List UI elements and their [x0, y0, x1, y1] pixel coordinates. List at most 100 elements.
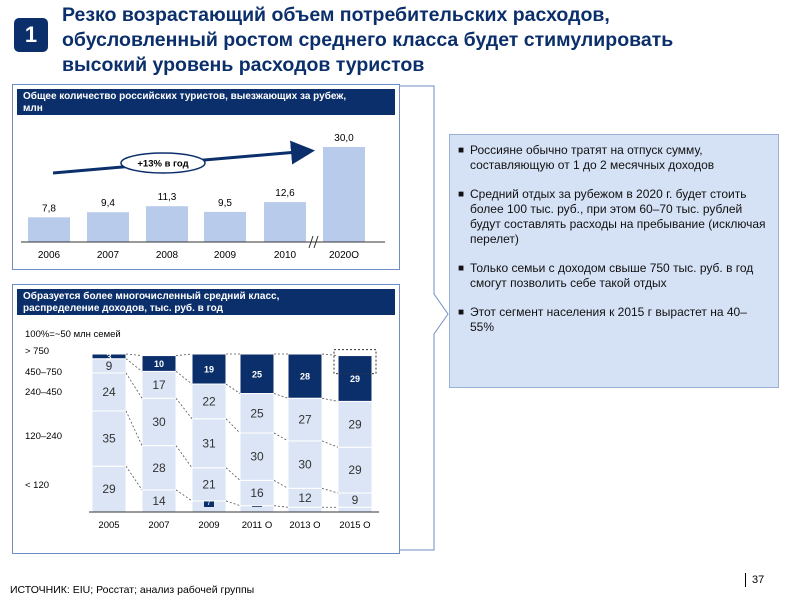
x-tick-label: 2008: [156, 250, 179, 261]
segment-value-label: 31: [202, 436, 216, 450]
tourists-chart-header: Общее количество российских туристов, вы…: [17, 89, 395, 115]
section-number-badge: 1: [14, 18, 48, 52]
insights-list: ■ Россияне обычно тратят на отпуск сумму,…: [450, 143, 778, 335]
segment-connector: [321, 397, 339, 402]
segment-2013 O-> 750: [287, 353, 323, 399]
segment-2009-450–750: [191, 383, 227, 420]
segment-value-label: 21: [202, 477, 216, 491]
segment-2013 O-< 120: [287, 506, 323, 513]
segment-connector: [225, 418, 241, 434]
segment-value-label: 14: [152, 494, 166, 508]
slide-title-line-1: Резко возрастающий объем потребительских…: [62, 4, 610, 26]
segment-value-label: 9: [106, 359, 113, 373]
bar-2020O: [323, 147, 365, 242]
segment-connector: [125, 358, 143, 372]
bar-value-label: 12,6: [275, 188, 295, 199]
segment-2007-450–750: [141, 370, 177, 399]
segment-2009-120–240: [191, 467, 227, 502]
growth-rate-ellipse: [120, 152, 206, 174]
income-distribution-header-line-2: распределение доходов, тыс. руб. в год: [23, 303, 223, 314]
segment-2011 O-240–450: [239, 432, 275, 481]
segment-2013 O-240–450: [287, 440, 323, 489]
segment-label: 120–240: [25, 431, 62, 442]
segment-connector: [175, 353, 193, 356]
segment-2005-< 120: [91, 465, 127, 513]
segment-value-label: 28: [152, 461, 166, 475]
segment-2015 O-< 120: [337, 506, 373, 513]
segment-value-label: 10: [154, 359, 164, 369]
tourists-chart-header-line-2: млн: [23, 103, 43, 114]
bar-2007: [87, 212, 129, 242]
slide-title-line-3: высокий уровень расходов туристов: [62, 54, 425, 76]
bar-2010: [264, 202, 306, 242]
segment-value-label: 16: [250, 486, 264, 500]
slide-title-line-2: обусловленный ростом среднего класса буд…: [62, 29, 674, 51]
x-tick-label: 2005: [98, 520, 119, 531]
bracket-connector: [400, 85, 449, 551]
segment-connector: [225, 383, 241, 394]
bar-value-label: 7,8: [42, 203, 56, 214]
segment-2009-240–450: [191, 418, 227, 469]
income-distribution-header-line-1: Образуется более многочисленный средний …: [23, 291, 280, 302]
segment-connector: [321, 487, 339, 494]
income-distribution-header: Образуется более многочисленный средний …: [17, 289, 395, 315]
segment-value-label: 30: [250, 450, 264, 464]
base-note: 100%=~50 млн семей: [25, 329, 121, 340]
insight-text: Россияне обычно тратят на отпуск сумму, …: [470, 143, 715, 172]
segment-connector: [125, 353, 143, 356]
segment-label: < 120: [25, 480, 49, 491]
income-stacked-chart: 100%=~50 млн семей > 750 450–750 240–450 120…: [25, 329, 379, 531]
segment-value-label: 22: [202, 394, 216, 408]
segment-connector: [225, 467, 241, 481]
segment-2005-> 750: [91, 353, 127, 360]
segment-2007-120–240: [141, 445, 177, 491]
segment-connector: [273, 393, 289, 399]
segment-value-label: 19: [204, 365, 214, 375]
segment-2011 O-> 750: [239, 353, 275, 394]
segment-value-label: 27: [298, 413, 312, 427]
segment-2015 O-> 750: [337, 355, 373, 402]
segment-value-label: 29: [348, 417, 362, 431]
source-note: ИСТОЧНИК: EIU; Росстат; анализ рабочей г…: [10, 584, 255, 596]
key-insights-box: ■ Россияне обычно тратят на отпуск сумму,…: [449, 134, 779, 388]
segment-value-label: 24: [102, 385, 116, 399]
insight-item: ■ Этот сегмент населения к 2015 г вырасте…: [458, 305, 747, 334]
segment-value-label: 29: [350, 374, 360, 384]
segment-connector: [321, 353, 339, 356]
highlight-box: [333, 349, 377, 375]
x-tick-label: 2011 O: [242, 520, 272, 531]
insight-text: Средний отдых за рубежом в 2020 г. будет…: [470, 187, 766, 246]
segment-2011 O-120–240: [239, 479, 275, 507]
segment-connector: [273, 480, 289, 489]
segment-value-label: 29: [348, 463, 362, 477]
segment-label: 450–750: [25, 367, 62, 378]
segment-value-label: 30: [298, 458, 312, 472]
bar-value-label: 9,4: [101, 198, 115, 209]
tourists-bar-chart: +13% в год 7,8 2006 9,4 2007 11,3 2008 9,5 2009 1…: [21, 133, 385, 261]
segment-value-label: 17: [152, 378, 166, 392]
x-tick-label: 2009: [198, 520, 219, 531]
segment-connector: [273, 505, 289, 508]
segment-connector: [321, 440, 339, 448]
bar-value-label: 9,5: [218, 198, 232, 209]
segment-connector: [125, 372, 143, 399]
tourists-chart-header-line-1: Общее количество российских туристов, вы…: [23, 91, 347, 102]
segment-connector: [175, 397, 193, 420]
page-number: 37: [752, 574, 765, 586]
bar-value-label: 30,0: [334, 133, 354, 144]
segment-value-label: 12: [298, 491, 312, 505]
segment-2005-240–450: [91, 372, 127, 412]
growth-rate-label: +13% в год: [137, 159, 188, 170]
segment-connector: [175, 489, 193, 502]
segment-connector: [225, 500, 241, 507]
segment-connector: [273, 432, 289, 442]
segment-connector: [175, 371, 193, 385]
segment-2011 O-450–750: [239, 393, 275, 434]
x-tick-label: 2010: [274, 250, 297, 261]
insight-text: Этот сегмент населения к 2015 г вырастет…: [470, 305, 747, 334]
segment-connector: [125, 465, 143, 491]
x-tick-label: 2013 O: [289, 520, 320, 531]
x-tick-label: 2020O: [329, 250, 359, 261]
segment-label: > 750: [25, 346, 49, 357]
segment-value-label: 25: [252, 369, 262, 379]
